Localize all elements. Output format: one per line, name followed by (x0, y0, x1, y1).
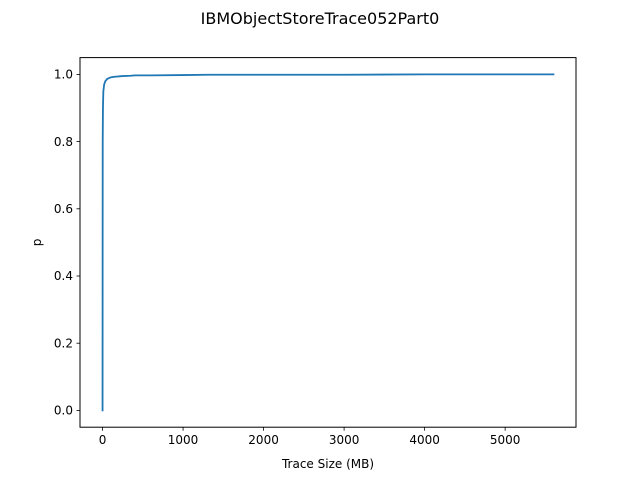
series-layer (101, 73, 555, 412)
x-tick-label: 4000 (409, 433, 440, 447)
y-tick-label: 0.8 (54, 135, 73, 149)
y-axis-label: p (30, 239, 44, 247)
x-axis-label: Trace Size (MB) (281, 457, 374, 471)
y-axis: 0.0 0.2 0.4 0.6 0.8 1.0 (54, 68, 80, 418)
y-tick-label: 0.6 (54, 202, 73, 216)
series-line-0 (101, 73, 555, 412)
y-tick-label: 0.2 (54, 336, 73, 350)
chart-title: IBMObjectStoreTrace052Part0 (201, 9, 440, 28)
x-tick-label: 5000 (490, 433, 521, 447)
plot-area-frame (79, 57, 577, 428)
x-tick-label: 2000 (248, 433, 279, 447)
y-tick-label: 1.0 (54, 68, 73, 82)
y-tick-label: 0.0 (54, 404, 73, 418)
y-tick-label: 0.4 (54, 269, 73, 283)
x-tick-label: 0 (99, 433, 107, 447)
x-tick-label: 1000 (168, 433, 199, 447)
x-tick-label: 3000 (329, 433, 360, 447)
x-axis: 0 1000 2000 3000 4000 5000 (99, 427, 521, 447)
